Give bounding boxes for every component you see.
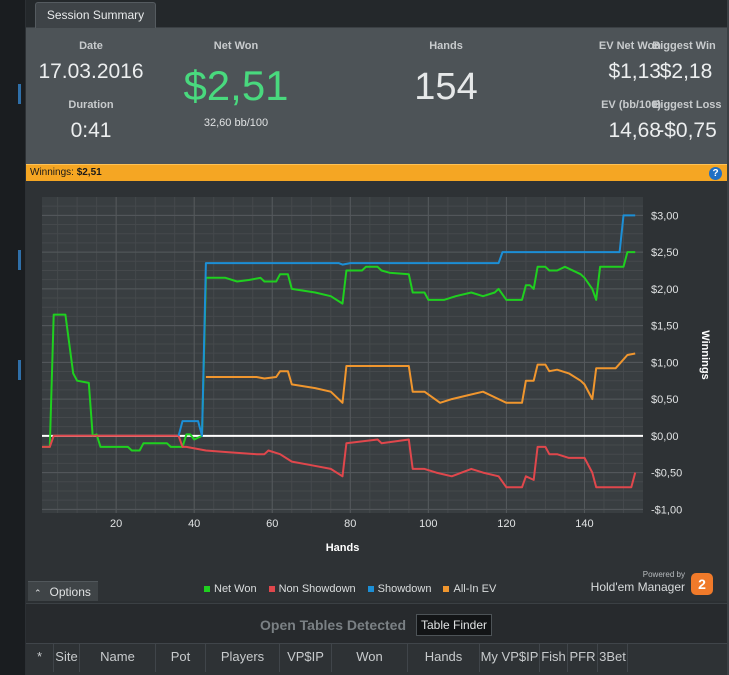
y-tick-label: $3,00 <box>651 210 679 222</box>
x-tick-label: 120 <box>497 518 515 530</box>
column-header[interactable]: Won <box>332 644 408 672</box>
options-label: Options <box>49 585 91 599</box>
hands-label: Hands <box>429 40 463 52</box>
legend-item[interactable]: Net Won <box>204 583 257 595</box>
net-won-label: Net Won <box>213 40 259 52</box>
y-tick-label: $1,50 <box>651 321 679 333</box>
x-tick-label: 80 <box>344 518 356 530</box>
session-panel: Session Summary Date 17.03.2016 Duration… <box>26 0 727 675</box>
ev-bb-label: EV (bb/100) <box>601 99 661 111</box>
column-header[interactable]: * <box>26 644 54 672</box>
logo-name: Hold'em Manager <box>590 580 685 594</box>
hands-value: 154 <box>414 66 478 108</box>
date-label: Date <box>79 40 103 52</box>
legend-swatch <box>367 586 374 593</box>
column-header[interactable]: Hands <box>408 644 480 672</box>
legend-label: All-In EV <box>453 583 497 595</box>
net-won-bb: 32,60 bb/100 <box>203 117 269 129</box>
tab-session-summary[interactable]: Session Summary <box>35 2 156 28</box>
net-won-value: $2,51 <box>183 62 289 109</box>
legend-label: Net Won <box>214 583 257 595</box>
y-axis-label: Winnings <box>699 330 711 379</box>
winnings-chart: $3,00 $2,50 $2,00 $1,50 $1,00 $0,50 $0,00 -$0,5… <box>26 181 727 601</box>
ev-bb-value: 14,68 <box>608 119 661 142</box>
column-header[interactable]: Site <box>54 644 80 672</box>
legend-item[interactable]: Non Showdown <box>268 583 356 595</box>
y-tick-label: -$0,50 <box>651 468 682 480</box>
scrollbar[interactable] <box>727 0 729 675</box>
duration-value: 0:41 <box>70 119 112 142</box>
help-icon[interactable]: ? <box>709 167 722 180</box>
holdem-manager-logo: Powered by Hold'em Manager 2 <box>563 570 713 602</box>
options-button[interactable]: ⌃ Options <box>28 581 98 601</box>
chart-footer: ⌃ Options Net Won Non Showdown Showdown All-… <box>26 570 727 602</box>
y-tick-label: -$1,00 <box>651 504 682 516</box>
sidebar-marker <box>18 84 21 104</box>
open-tables-title: Open Tables Detected <box>260 617 407 633</box>
biggest-loss-label: Biggest Loss <box>652 99 722 111</box>
legend-swatch <box>268 586 275 593</box>
y-tick-label: $0,50 <box>651 394 679 406</box>
series-line-showdown <box>177 214 636 437</box>
column-header[interactable]: VP$IP <box>280 644 332 672</box>
legend-label: Showdown <box>377 583 432 595</box>
ev-net-won-label: EV Net Won <box>598 40 661 52</box>
logo-badge: 2 <box>691 573 713 595</box>
y-tick-label: $1,00 <box>651 357 679 369</box>
sidebar-marker <box>18 250 21 270</box>
x-tick-label: 40 <box>188 518 200 530</box>
winnings-label: Winnings: <box>30 167 74 178</box>
column-header[interactable]: Fish <box>540 644 568 672</box>
legend-swatch <box>204 586 210 593</box>
winnings-value: $2,51 <box>76 167 102 178</box>
column-header[interactable]: PFR <box>568 644 598 672</box>
column-header[interactable]: Name <box>80 644 156 672</box>
legend-item[interactable]: All-In EV <box>443 583 496 595</box>
y-tick-label: $2,50 <box>651 247 679 259</box>
x-tick-label: 140 <box>575 518 593 530</box>
column-header[interactable]: 3Bet <box>598 644 628 672</box>
x-tick-label: 20 <box>110 518 122 530</box>
open-tables-header: * Site Name Pot Players VP$IP Won Hands My VP$IP… <box>26 643 727 675</box>
left-sidebar-strip <box>0 0 26 675</box>
powered-by-text: Powered by <box>642 570 685 579</box>
column-header[interactable]: Players <box>206 644 280 672</box>
biggest-win-label: Biggest Win <box>652 40 716 52</box>
column-header[interactable]: Pot <box>156 644 206 672</box>
x-tick-label: 60 <box>266 518 278 530</box>
series-line-net-won <box>42 251 636 452</box>
table-finder-button[interactable]: Table Finder <box>416 614 492 636</box>
chart-svg: $3,00 $2,50 $2,00 $1,50 $1,00 $0,50 $0,00 -$0,5… <box>42 197 711 554</box>
series-line-non-showdown <box>42 434 637 489</box>
plot-background <box>42 197 643 513</box>
tab-bar: Session Summary <box>26 0 727 28</box>
chevron-up-icon: ⌃ <box>34 588 42 598</box>
duration-label: Duration <box>68 99 114 111</box>
chart-legend: Net Won Non Showdown Showdown All-In EV <box>204 583 508 595</box>
legend-swatch <box>443 586 450 593</box>
sidebar-marker <box>18 360 21 380</box>
legend-label: Non Showdown <box>278 583 356 595</box>
winnings-bar: Winnings: $2,51 ? <box>26 164 727 181</box>
summary-stats: Date 17.03.2016 Duration 0:41 Net Won $2… <box>26 28 727 164</box>
x-axis-label: Hands <box>326 542 360 554</box>
date-value: 17.03.2016 <box>38 60 144 83</box>
y-tick-label: $0,00 <box>651 431 679 443</box>
series-line-all-in-ev <box>205 352 636 404</box>
x-tick-label: 100 <box>419 518 437 530</box>
y-tick-label: $2,00 <box>651 284 679 296</box>
legend-item[interactable]: Showdown <box>367 583 432 595</box>
biggest-win-value: $2,18 <box>659 60 713 83</box>
biggest-loss-value: -$0,75 <box>657 119 717 142</box>
open-tables-section: Open Tables Detected Table Finder <box>26 603 727 643</box>
ev-net-won-value: $1,13 <box>608 60 661 83</box>
column-header[interactable]: My VP$IP <box>480 644 540 672</box>
